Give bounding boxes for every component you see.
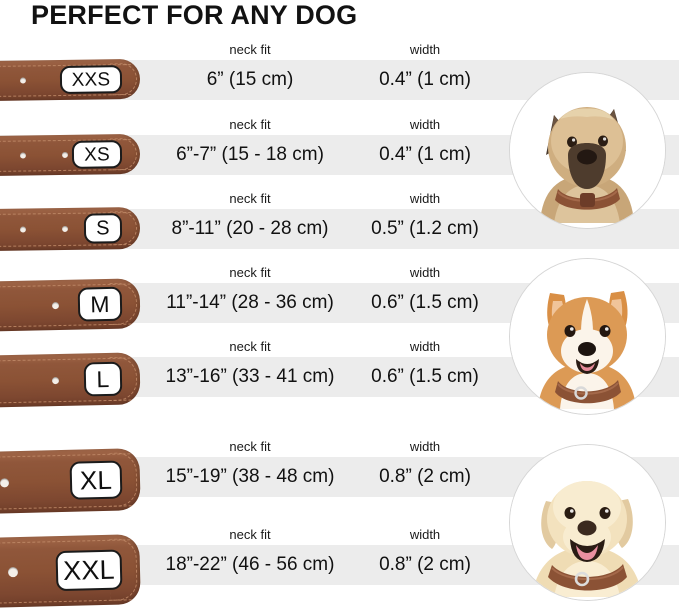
width-column-header: width (409, 117, 441, 132)
neck-fit-value: 15”-19” (38 - 48 cm) (165, 466, 335, 487)
width-column-header: width (409, 439, 441, 454)
neck-fit-value: 6”-7” (15 - 18 cm) (176, 144, 324, 165)
neck-fit-column-header: neck fit (229, 527, 271, 542)
width-column-header: width (409, 527, 441, 542)
width-value: 0.8” (2 cm) (379, 466, 471, 487)
neck-fit-column-header: neck fit (229, 117, 271, 132)
stitching-line (0, 504, 132, 510)
width-value: 0.5” (1.2 cm) (371, 218, 479, 239)
neck-fit-column-header: neck fit (229, 439, 271, 454)
stitching-line (0, 323, 132, 328)
corgi-dog-photo (509, 258, 666, 415)
width-value: 0.4” (1 cm) (379, 144, 471, 165)
small-terrier-dog-photo (509, 72, 666, 229)
neck-fit-value: 11”-14” (28 - 36 cm) (166, 292, 334, 313)
width-column-header: width (409, 265, 441, 280)
stitching-line (0, 598, 132, 604)
stitching-line (0, 399, 132, 404)
width-value: 0.6” (1.5 cm) (371, 366, 479, 387)
neck-fit-value: 8”-11” (20 - 28 cm) (171, 218, 329, 239)
neck-fit-column-header: neck fit (229, 339, 271, 354)
width-value: 0.8” (2 cm) (379, 554, 471, 575)
labrador-dog-photo (509, 444, 666, 601)
stitching-line (0, 538, 131, 544)
neck-fit-column-header: neck fit (229, 191, 271, 206)
neck-fit-value: 18”-22” (46 - 56 cm) (165, 554, 335, 575)
width-column-header: width (409, 191, 441, 206)
neck-fit-value: 6” (15 cm) (206, 69, 294, 90)
page-title: PERFECT FOR ANY DOG (31, 0, 358, 30)
neck-fit-column-header: neck fit (229, 265, 271, 280)
width-column-header: width (409, 42, 441, 57)
neck-fit-column-header: neck fit (229, 42, 271, 57)
neck-fit-value: 13”-16” (33 - 41 cm) (165, 366, 335, 387)
width-value: 0.4” (1 cm) (379, 69, 471, 90)
width-value: 0.6” (1.5 cm) (371, 292, 479, 313)
width-column-header: width (409, 339, 441, 354)
